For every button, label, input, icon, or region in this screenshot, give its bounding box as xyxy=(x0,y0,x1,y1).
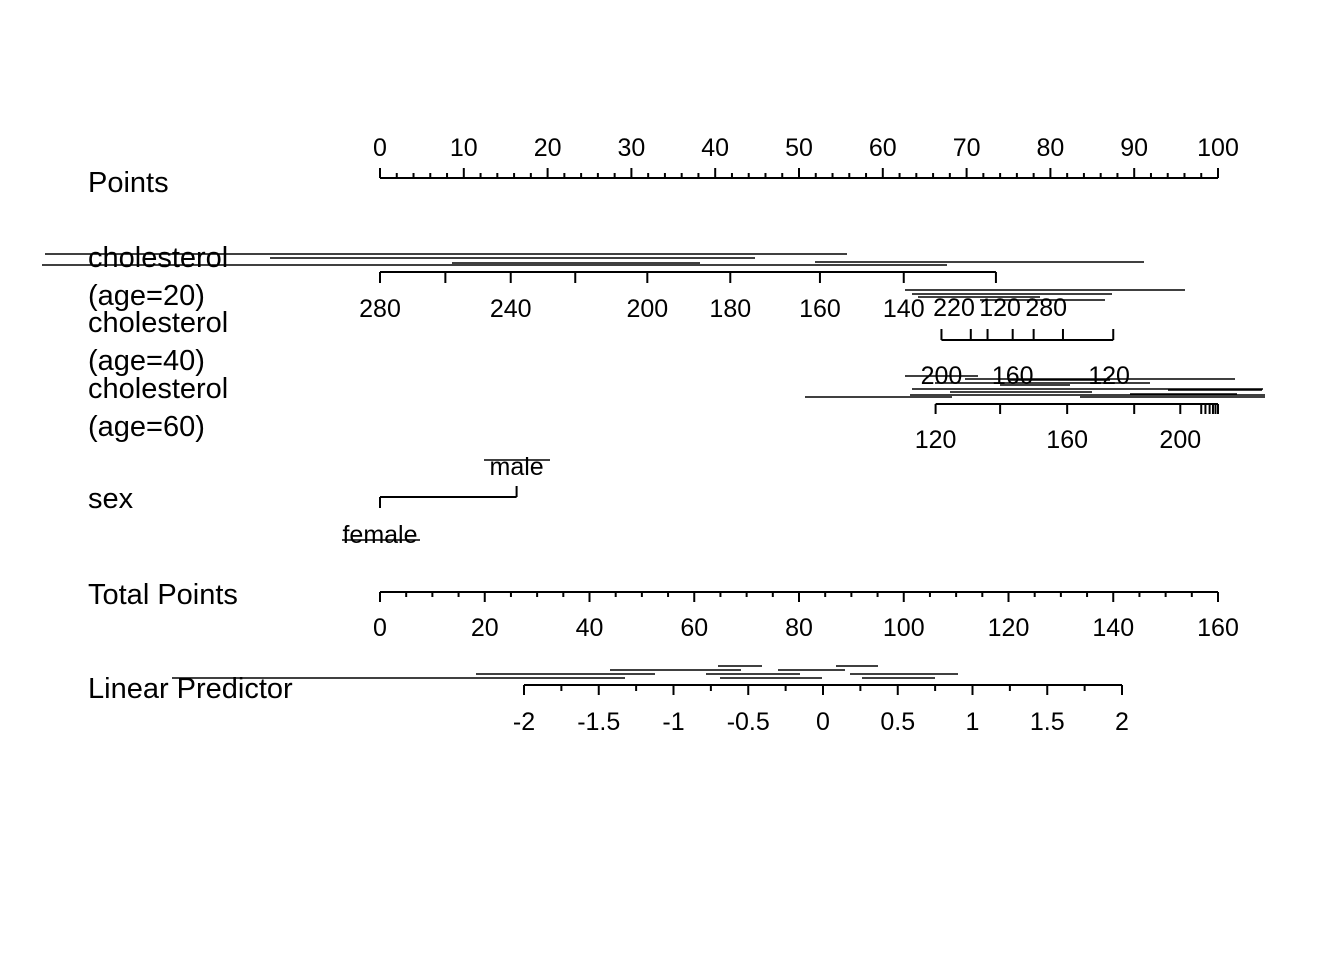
chol20-tick-label: 200 xyxy=(626,295,668,323)
total-tick-label: 160 xyxy=(1197,614,1239,642)
points-tick-label: 60 xyxy=(869,134,897,162)
total-tick-label: 140 xyxy=(1092,614,1134,642)
label-sex: sex xyxy=(88,483,134,515)
lp-tick-label: -0.5 xyxy=(727,708,770,736)
points-tick-label: 20 xyxy=(534,134,562,162)
lp-tick-label: -2 xyxy=(513,708,535,736)
label-cholesterol-age20: cholesterol xyxy=(88,242,228,274)
lp-tick-label: 2 xyxy=(1115,708,1129,736)
chol20-tick-label: 180 xyxy=(709,295,751,323)
total-tick-label: 20 xyxy=(471,614,499,642)
label-cholesterol-age60: cholesterol xyxy=(88,373,228,405)
chol20-tick-label: 240 xyxy=(490,295,532,323)
chol60-upper-label: 120 xyxy=(1088,362,1130,390)
total-tick-label: 0 xyxy=(373,614,387,642)
label-cholesterol-age40: cholesterol xyxy=(88,307,228,339)
total-tick-label: 60 xyxy=(680,614,708,642)
total-tick-label: 120 xyxy=(988,614,1030,642)
chol60-tick-label: 120 xyxy=(915,426,957,454)
label-age20: (age=20) xyxy=(88,280,205,312)
points-tick-label: 90 xyxy=(1120,134,1148,162)
points-tick-label: 100 xyxy=(1197,134,1239,162)
chol40-tick-label: 280 xyxy=(1025,294,1067,322)
lp-tick-label: 1 xyxy=(966,708,980,736)
overlapping-axis-lines xyxy=(42,253,1265,679)
lp-tick-label: 0.5 xyxy=(880,708,915,736)
total-tick-label: 40 xyxy=(576,614,604,642)
lp-tick-label: 0 xyxy=(816,708,830,736)
chol20-tick-label: 140 xyxy=(883,295,925,323)
points-tick-label: 10 xyxy=(450,134,478,162)
label-age40: (age=40) xyxy=(88,345,205,377)
total-tick-label: 80 xyxy=(785,614,813,642)
label-points: Points xyxy=(88,167,169,199)
total-tick-label: 100 xyxy=(883,614,925,642)
chol60-tick-label: 200 xyxy=(1159,426,1201,454)
points-tick-label: 0 xyxy=(373,134,387,162)
lp-tick-label: -1.5 xyxy=(577,708,620,736)
chol20-tick-label: 160 xyxy=(799,295,841,323)
lp-tick-label: -1 xyxy=(662,708,684,736)
points-tick-label: 30 xyxy=(617,134,645,162)
chol40-tick-label: 220 xyxy=(933,294,975,322)
points-tick-label: 40 xyxy=(701,134,729,162)
label-age60: (age=60) xyxy=(88,411,205,443)
chol60-upper-label: 200 xyxy=(921,362,963,390)
chol40-tick-label: 120 xyxy=(979,294,1021,322)
lp-tick-label: 1.5 xyxy=(1030,708,1065,736)
sex-female-label: female xyxy=(342,521,417,549)
chol60-tick-label: 160 xyxy=(1046,426,1088,454)
points-tick-label: 50 xyxy=(785,134,813,162)
points-tick-label: 80 xyxy=(1036,134,1064,162)
sex-male-label: male xyxy=(490,453,544,481)
chol60-upper-label: 160 xyxy=(992,362,1034,390)
points-tick-label: 70 xyxy=(953,134,981,162)
label-total-points: Total Points xyxy=(88,579,238,611)
chol20-tick-label: 280 xyxy=(359,295,401,323)
